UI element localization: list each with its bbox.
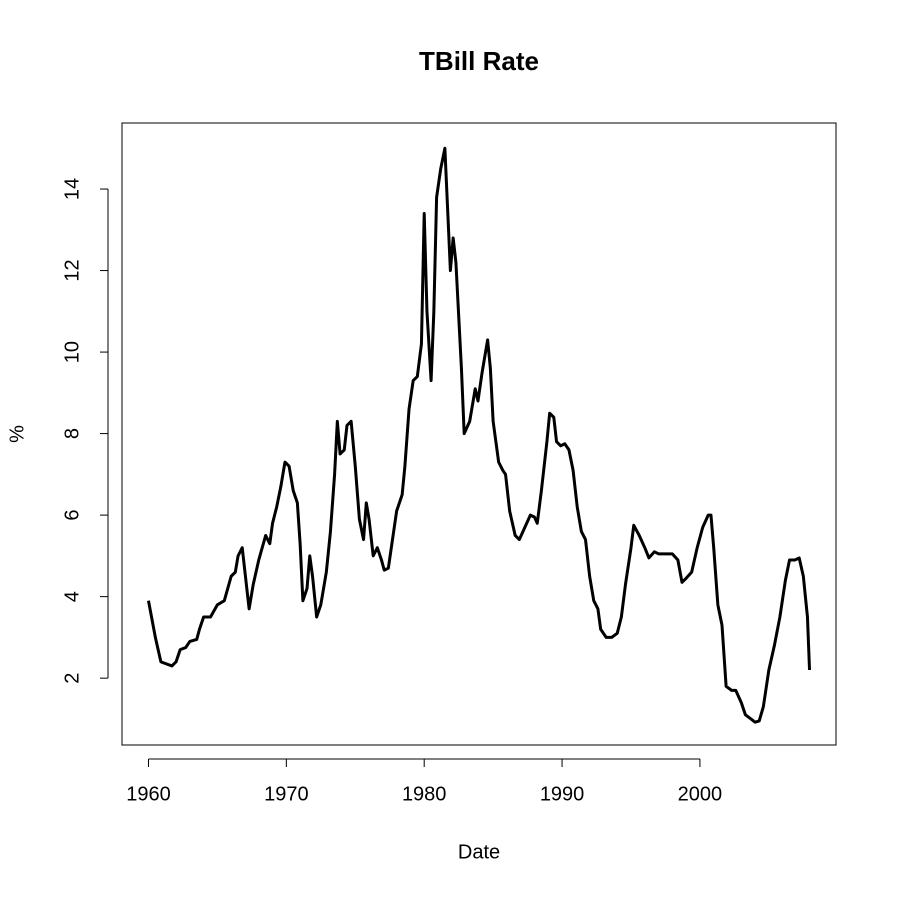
x-tick-label: 2000: [678, 783, 723, 805]
y-tick-label: 10: [61, 341, 83, 363]
y-tick-label: 14: [61, 178, 83, 200]
chart-title: TBill Rate: [419, 46, 539, 76]
y-axis-label: %: [6, 425, 28, 443]
x-tick-label: 1970: [264, 783, 309, 805]
x-tick-label: 1980: [402, 783, 447, 805]
x-axis-label: Date: [458, 841, 500, 863]
y-tick-label: 4: [61, 591, 83, 602]
x-tick-label: 1960: [126, 783, 171, 805]
x-tick-label: 1990: [540, 783, 585, 805]
plot-frame: [121, 122, 837, 746]
y-tick-label: 2: [61, 673, 83, 684]
y-tick-label: 8: [61, 428, 83, 439]
y-tick-label: 6: [61, 510, 83, 521]
data-line: [146, 146, 812, 724]
y-tick-label: 12: [61, 259, 83, 281]
